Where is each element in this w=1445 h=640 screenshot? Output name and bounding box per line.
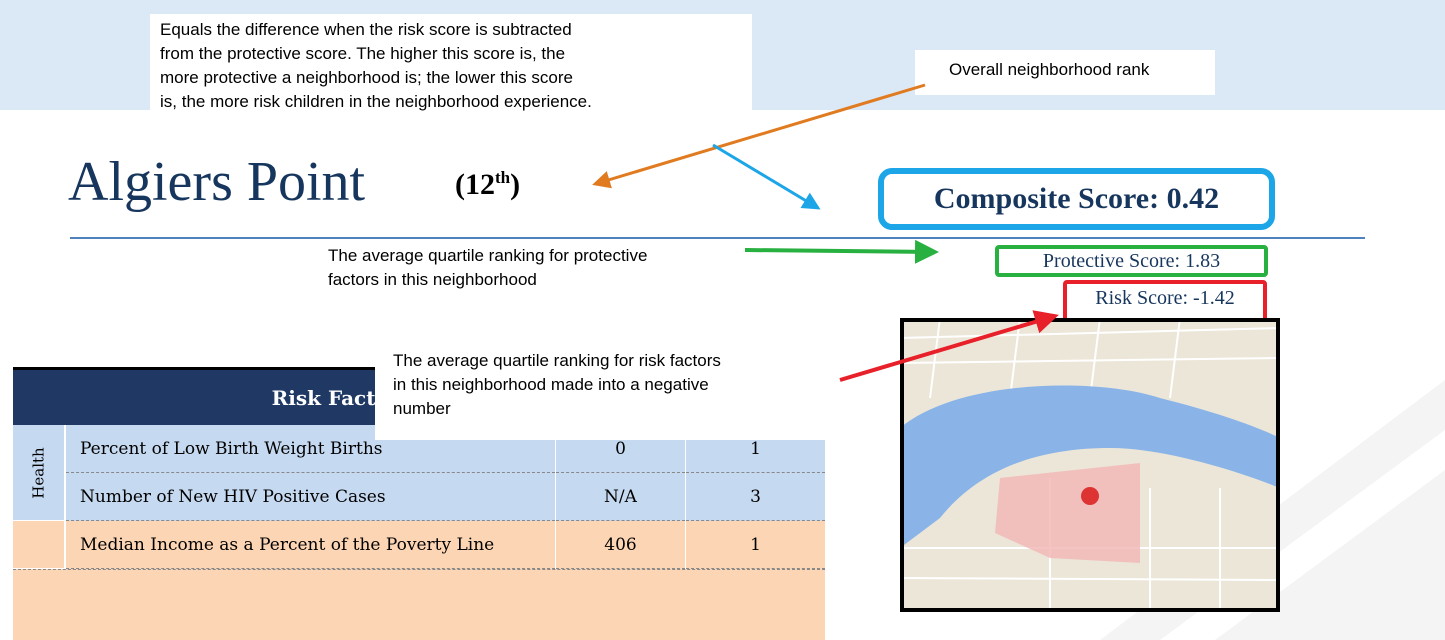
text: number <box>393 399 451 418</box>
text: is, the more risk children in the neighb… <box>160 92 592 111</box>
annotation: The average quartile ranking for protect… <box>318 242 748 302</box>
rank-close: ) <box>510 168 521 201</box>
row-rank: 3 <box>686 473 825 521</box>
rule <box>70 237 1365 239</box>
row-fill <box>13 569 825 640</box>
protective-score: Protective Score: 1.83 <box>995 245 1268 277</box>
annotation: Equals the difference when the risk scor… <box>150 14 752 140</box>
text: Overall neighborhood rank <box>949 60 1150 79</box>
annotation: Overall neighborhood rank <box>915 50 1215 95</box>
group-label: Health <box>13 425 65 521</box>
text: The average quartile ranking for risk fa… <box>393 351 721 370</box>
column-rule <box>685 367 686 640</box>
text: factors in this neighborhood <box>328 270 537 289</box>
row-rank: 1 <box>686 521 825 569</box>
group-label <box>13 521 65 569</box>
text: The average quartile ranking for protect… <box>328 246 648 265</box>
text: from the protective score. The higher th… <box>160 44 566 63</box>
text: in this neighborhood made into a negativ… <box>393 375 709 394</box>
composite-score: Composite Score: 0.42 <box>878 168 1275 230</box>
rank-number: (12 <box>455 168 495 201</box>
rank-suffix: th <box>495 168 511 187</box>
row-label: Number of New HIV Positive Cases <box>66 473 555 521</box>
row-value: 406 <box>556 521 685 569</box>
text: Equals the difference when the risk scor… <box>160 20 572 39</box>
row-label: Median Income as a Percent of the Povert… <box>66 521 555 569</box>
title: Algiers Point <box>68 151 366 213</box>
column-rule <box>555 367 556 640</box>
group-label-text: Health <box>29 446 48 499</box>
text: more protective a neighborhood is; the l… <box>160 68 573 87</box>
row-value: N/A <box>556 473 685 521</box>
rank: (12th) <box>455 168 520 202</box>
annotation: The average quartile ranking for risk fa… <box>375 345 835 440</box>
map <box>900 318 1280 612</box>
